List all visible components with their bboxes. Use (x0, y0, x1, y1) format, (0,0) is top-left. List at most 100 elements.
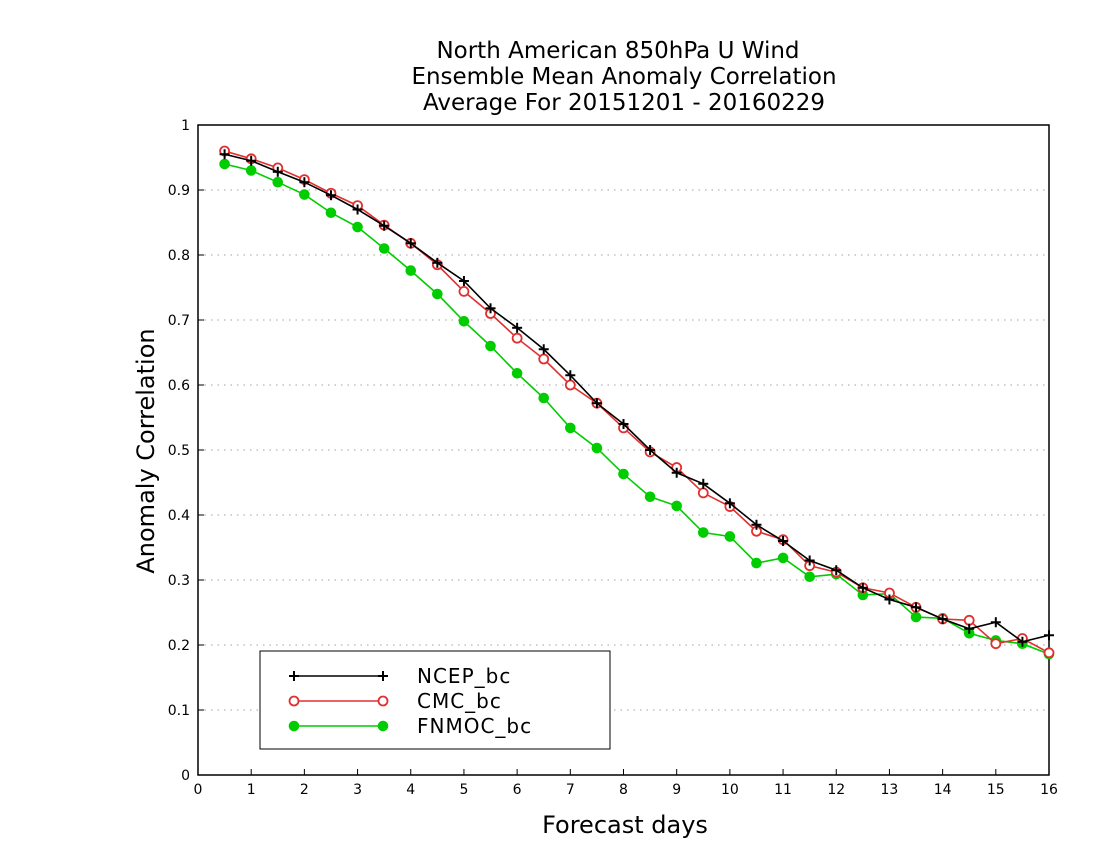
series-fnmoc-bc (219, 158, 1055, 660)
series-line-cmc-bc (224, 150, 1050, 654)
legend-label-ncep-bc: NCEP_bc (417, 664, 511, 688)
chart-title: North American 850hPa U Wind Ensemble Me… (411, 38, 836, 116)
data-point-cmc-bc-18 (697, 487, 709, 499)
data-point-fnmoc-bc-0 (219, 158, 230, 170)
data-point-fnmoc-bc-1 (245, 165, 257, 176)
data-point-fnmoc-bc-12 (538, 392, 550, 404)
data-point-cmc-bc-12 (538, 353, 550, 365)
data-point-fnmoc-bc-22 (804, 571, 815, 583)
legend-entry-cmc-bc: CMC_bc (288, 689, 502, 713)
legend-marker-end-fnmoc-bc (377, 720, 389, 732)
x-tick-label-14: 14 (934, 782, 952, 798)
legend-entry-fnmoc-bc: FNMOC_bc (288, 714, 531, 738)
data-point-ncep-bc-5 (352, 204, 363, 215)
data-point-ncep-bc-21 (778, 536, 789, 546)
y-tick-label-5: 0.5 (168, 443, 190, 459)
data-point-fnmoc-bc-16 (644, 491, 656, 503)
legend-marker-start-fnmoc-bc (288, 720, 300, 732)
data-point-ncep-bc-20 (751, 519, 762, 530)
data-point-fnmoc-bc-3 (299, 189, 310, 200)
chart-title-line-3: Average For 20151201 - 20160229 (423, 90, 825, 116)
data-point-ncep-bc-0 (219, 149, 230, 160)
legend-marker-start-ncep-bc (289, 671, 299, 681)
data-point-fnmoc-bc-26 (910, 611, 922, 623)
data-point-fnmoc-bc-21 (777, 552, 789, 564)
data-point-ncep-bc-31 (1044, 630, 1054, 641)
x-tick-label-0: 0 (194, 782, 203, 798)
y-tick-label-6: 0.6 (168, 378, 190, 394)
data-point-fnmoc-bc-7 (405, 265, 417, 276)
y-tick-label-7: 0.7 (168, 313, 190, 329)
data-point-ncep-bc-1 (246, 155, 257, 166)
x-tick-label-9: 9 (672, 782, 681, 798)
data-point-fnmoc-bc-4 (325, 207, 337, 219)
y-tick-label-0: 0 (181, 768, 190, 784)
data-point-ncep-bc-11 (512, 322, 523, 333)
series-ncep-bc (219, 149, 1054, 647)
y-tick-label-3: 0.3 (168, 573, 190, 589)
y-tick-label-2: 0.2 (168, 638, 190, 654)
x-tick-label-1: 1 (247, 782, 256, 798)
legend-marker-end-cmc-bc (377, 695, 389, 707)
x-axis-label: Forecast days (542, 811, 708, 839)
data-point-ncep-bc-7 (405, 238, 416, 249)
data-point-ncep-bc-15 (618, 419, 629, 429)
data-point-cmc-bc-11 (511, 332, 523, 344)
data-point-fnmoc-bc-17 (671, 500, 682, 512)
data-point-cmc-bc-9 (458, 285, 470, 297)
data-point-fnmoc-bc-19 (724, 531, 736, 542)
data-point-ncep-bc-13 (565, 370, 576, 381)
data-point-ncep-bc-25 (884, 594, 895, 605)
x-tick-label-6: 6 (513, 782, 522, 798)
x-tick-label-3: 3 (353, 782, 362, 798)
data-point-ncep-bc-14 (591, 398, 602, 409)
y-tick-label-1: 0.1 (168, 703, 190, 719)
x-tick-label-7: 7 (566, 782, 575, 798)
data-point-fnmoc-bc-14 (591, 442, 603, 454)
legend-label-cmc-bc: CMC_bc (417, 689, 502, 713)
data-point-ncep-bc-4 (325, 190, 336, 201)
data-point-fnmoc-bc-6 (378, 243, 390, 254)
data-point-ncep-bc-10 (485, 303, 496, 314)
data-point-ncep-bc-9 (458, 276, 469, 286)
legend-entry-ncep-bc: NCEP_bc (289, 664, 511, 688)
data-point-cmc-bc-29 (990, 638, 1002, 650)
data-point-fnmoc-bc-20 (751, 557, 762, 569)
data-point-fnmoc-bc-8 (432, 288, 443, 300)
data-point-cmc-bc-28 (963, 614, 975, 626)
chart-title-line-1: North American 850hPa U Wind (436, 38, 799, 64)
legend-marker-start-cmc-bc (288, 695, 300, 707)
x-tick-label-12: 12 (827, 782, 845, 798)
data-point-ncep-bc-30 (1017, 636, 1028, 647)
data-point-ncep-bc-26 (911, 602, 922, 613)
data-point-cmc-bc-13 (564, 379, 576, 391)
data-point-ncep-bc-8 (432, 257, 443, 268)
y-tick-label-4: 0.4 (168, 508, 190, 524)
data-point-fnmoc-bc-13 (565, 422, 576, 434)
data-point-ncep-bc-19 (724, 498, 735, 509)
chart-title-line-2: Ensemble Mean Anomaly Correlation (411, 64, 836, 90)
data-point-ncep-bc-17 (671, 467, 682, 478)
y-tick-label-9: 0.9 (168, 183, 190, 199)
data-point-ncep-bc-29 (990, 617, 1001, 628)
data-point-ncep-bc-3 (299, 177, 310, 188)
data-point-fnmoc-bc-5 (352, 221, 363, 233)
series-line-ncep-bc (224, 153, 1050, 643)
data-point-fnmoc-bc-11 (511, 368, 523, 379)
data-point-ncep-bc-2 (272, 166, 283, 177)
x-tick-label-8: 8 (619, 782, 628, 798)
data-point-ncep-bc-24 (857, 582, 868, 593)
x-tick-label-13: 13 (881, 782, 899, 798)
data-point-ncep-bc-16 (645, 445, 656, 455)
data-point-fnmoc-bc-2 (272, 176, 284, 188)
grid-lines (198, 189, 1049, 711)
x-tick-label-10: 10 (721, 782, 739, 798)
x-tick-label-4: 4 (406, 782, 415, 798)
data-point-fnmoc-bc-15 (618, 468, 629, 480)
series-line-fnmoc-bc (224, 163, 1050, 655)
y-axis-label: Anomaly Correlation (132, 328, 160, 573)
data-point-ncep-bc-28 (964, 623, 975, 634)
data-point-ncep-bc-12 (538, 344, 549, 355)
